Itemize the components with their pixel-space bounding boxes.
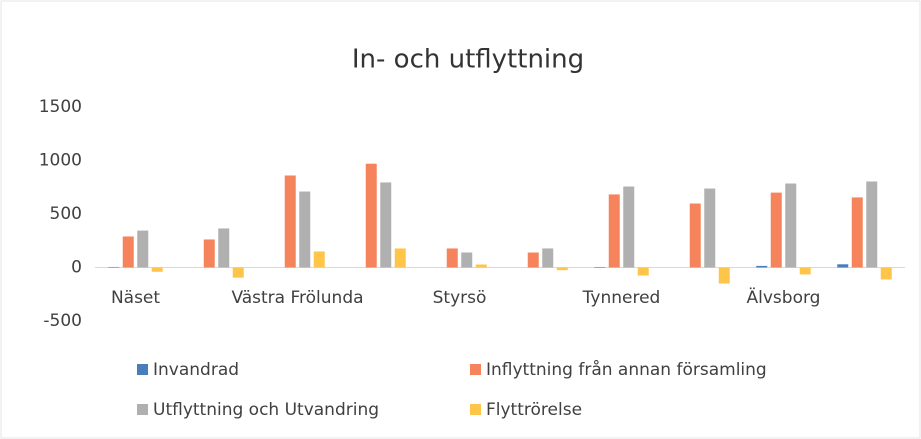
bar — [137, 230, 149, 268]
y-tick-label: 1500 — [39, 97, 82, 117]
bar — [556, 267, 568, 271]
bar — [284, 175, 296, 268]
bar — [837, 264, 849, 268]
legend-label: Invandrad — [153, 360, 239, 380]
y-tick-label: -500 — [43, 311, 82, 331]
bar — [799, 267, 811, 275]
x-tick-label: Västra Frölunda — [231, 288, 363, 308]
bar — [770, 192, 782, 268]
legend-swatch — [137, 364, 148, 375]
bar — [108, 266, 120, 268]
bar — [704, 188, 716, 268]
legend-label: Inflyttning från annan församling — [486, 359, 767, 380]
y-tick-label: 1000 — [39, 151, 82, 171]
bar — [394, 248, 406, 268]
bar — [365, 163, 377, 268]
bar — [851, 197, 863, 268]
bar — [756, 265, 768, 268]
bar — [380, 182, 392, 268]
legend-swatch — [470, 404, 481, 415]
bar — [866, 181, 878, 268]
bar — [637, 267, 649, 276]
bar — [461, 252, 473, 268]
bar — [475, 264, 487, 268]
bar — [880, 267, 892, 280]
bar — [608, 194, 620, 268]
bar — [718, 267, 730, 284]
bar — [299, 191, 311, 268]
bar — [122, 236, 134, 268]
bar — [203, 239, 215, 268]
y-tick-label: 500 — [50, 204, 82, 224]
y-tick-label: 0 — [71, 258, 82, 278]
bar — [542, 248, 554, 268]
legend-label: Flyttrörelse — [486, 400, 582, 420]
legend-swatch — [470, 364, 481, 375]
bar — [785, 183, 797, 268]
bar — [446, 248, 458, 268]
x-tick-label: Styrsö — [433, 288, 487, 308]
legend-swatch — [137, 404, 148, 415]
x-tick-label: Älvsborg — [747, 287, 821, 308]
chart-title: In- och utflyttning — [352, 45, 584, 75]
bar — [218, 228, 230, 268]
bar — [151, 267, 163, 272]
bar — [527, 252, 539, 268]
bar — [623, 186, 635, 268]
x-tick-label: Näset — [111, 288, 160, 308]
legend-label: Utflyttning och Utvandring — [153, 400, 379, 420]
bar — [232, 267, 244, 278]
bar — [594, 266, 606, 268]
bar — [313, 251, 325, 268]
bar — [689, 203, 701, 268]
x-tick-label: Tynnered — [582, 288, 661, 308]
